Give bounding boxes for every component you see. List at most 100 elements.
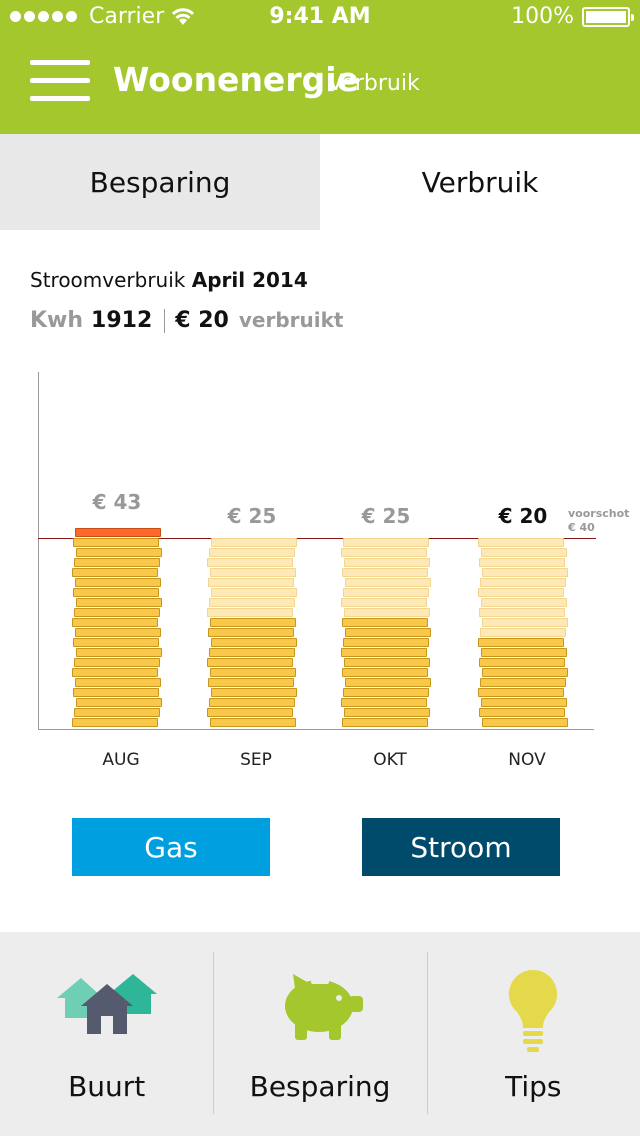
chart-coin	[210, 668, 296, 677]
chart-coin	[74, 608, 160, 617]
x-axis	[38, 729, 594, 730]
status-time: 9:41 AM	[269, 4, 371, 29]
chart-coin	[207, 608, 293, 617]
tab-verbruik[interactable]: Verbruik	[320, 134, 640, 230]
lightbulb-icon	[509, 969, 558, 1052]
chart-coin	[478, 588, 564, 597]
used-label: verbruikt	[238, 308, 344, 332]
chart-coin	[211, 688, 297, 697]
usage-period: April 2014	[191, 268, 308, 292]
usage-label: Stroomverbruik	[30, 268, 186, 292]
nav-label-besparing: Besparing	[249, 1070, 391, 1103]
usage-summary: Kwh 1912 € 20 verbruikt	[30, 308, 343, 333]
kwh-value: 1912	[91, 308, 153, 333]
signal-icon	[10, 11, 77, 22]
reference-label-line2: € 40	[568, 521, 595, 534]
chart-coin	[478, 538, 564, 547]
chart-coin	[341, 648, 427, 657]
chart-coin	[343, 638, 429, 647]
chart-coin	[74, 658, 160, 667]
chart-coin	[478, 688, 564, 697]
chart-coin	[481, 598, 567, 607]
chart-coin	[342, 618, 428, 627]
chart-coin	[73, 588, 159, 597]
chart-coin	[72, 568, 158, 577]
chart-coin	[73, 538, 159, 547]
nav-item-buurt[interactable]: Buurt	[0, 932, 213, 1136]
chart-coin	[344, 558, 430, 567]
chart-coin	[345, 678, 431, 687]
chart-coin	[207, 658, 293, 667]
chart-coin	[344, 608, 430, 617]
chart-coin	[208, 628, 294, 637]
chart-coin	[210, 568, 296, 577]
chart-coin	[208, 678, 294, 687]
x-tick-label: SEP	[240, 750, 272, 770]
piggy-bank-icon	[284, 974, 363, 1040]
bottom-nav: Buurt Besparing Tips	[0, 932, 640, 1136]
chart-coin	[74, 558, 160, 567]
chart-coin	[211, 538, 297, 547]
chart-coin	[480, 678, 566, 687]
chart-coin	[210, 618, 296, 627]
chart-coin	[76, 648, 162, 657]
nav-item-tips[interactable]: Tips	[426, 932, 640, 1136]
chart-coin	[342, 668, 428, 677]
chart-coin	[344, 658, 430, 667]
chart-coin	[480, 628, 566, 637]
usage-chart: voorschot € 40 € 43 AUG € 25 SEP € 25 OKT € 20…	[0, 360, 640, 780]
chart-coin	[207, 558, 293, 567]
tab-besparing[interactable]: Besparing	[0, 134, 320, 230]
chart-coin	[482, 668, 568, 677]
chart-coin	[480, 578, 566, 587]
chart-coin	[73, 688, 159, 697]
divider	[164, 308, 166, 333]
chart-coin	[482, 568, 568, 577]
nav-label-tips: Tips	[505, 1070, 562, 1103]
chart-coin	[209, 598, 295, 607]
chart-coin	[76, 698, 162, 707]
x-tick-label: NOV	[508, 750, 546, 770]
nav-item-besparing[interactable]: Besparing	[213, 932, 426, 1136]
chart-coin	[345, 578, 431, 587]
reference-line	[38, 538, 596, 539]
chart-coin	[481, 698, 567, 707]
chart-coin	[479, 658, 565, 667]
bar-value-label: € 25	[227, 504, 277, 528]
battery-icon	[582, 6, 634, 27]
chart-coin	[209, 548, 295, 557]
carrier-label: Carrier	[89, 4, 165, 29]
bar-value-label: € 43	[92, 489, 142, 514]
chart-coin	[209, 698, 295, 707]
stroom-button[interactable]: Stroom	[362, 818, 560, 876]
bar-value-label: € 25	[361, 504, 411, 528]
chart-coin	[342, 568, 428, 577]
chart-coin	[482, 718, 568, 727]
chart-coin	[72, 668, 158, 677]
reference-label-line1: voorschot	[568, 507, 630, 520]
chart-coin	[341, 698, 427, 707]
y-axis	[38, 372, 39, 730]
chart-coin	[343, 538, 429, 547]
chart-coin	[210, 718, 296, 727]
chart-coin	[209, 648, 295, 657]
euro-value: € 20	[175, 308, 229, 333]
gas-button[interactable]: Gas	[72, 818, 270, 876]
chart-coin	[343, 588, 429, 597]
chart-coin	[74, 708, 160, 717]
chart-coin	[481, 648, 567, 657]
app-header: Carrier 9:41 AM 100% Woonenergie Verbrui…	[0, 0, 640, 134]
chart-coin	[479, 608, 565, 617]
chart-coin	[72, 718, 158, 727]
chart-coin	[75, 528, 161, 537]
hamburger-menu-icon[interactable]	[30, 58, 90, 104]
chart-coin	[344, 708, 430, 717]
status-bar: Carrier 9:41 AM 100%	[0, 0, 640, 40]
app-title: Woonenergie	[113, 60, 359, 99]
chart-coin	[343, 688, 429, 697]
chart-coin	[76, 598, 162, 607]
x-tick-label: AUG	[102, 750, 140, 770]
reference-label: voorschot € 40	[568, 507, 629, 535]
chart-coin	[75, 678, 161, 687]
bar-value-label: € 20	[498, 504, 548, 528]
